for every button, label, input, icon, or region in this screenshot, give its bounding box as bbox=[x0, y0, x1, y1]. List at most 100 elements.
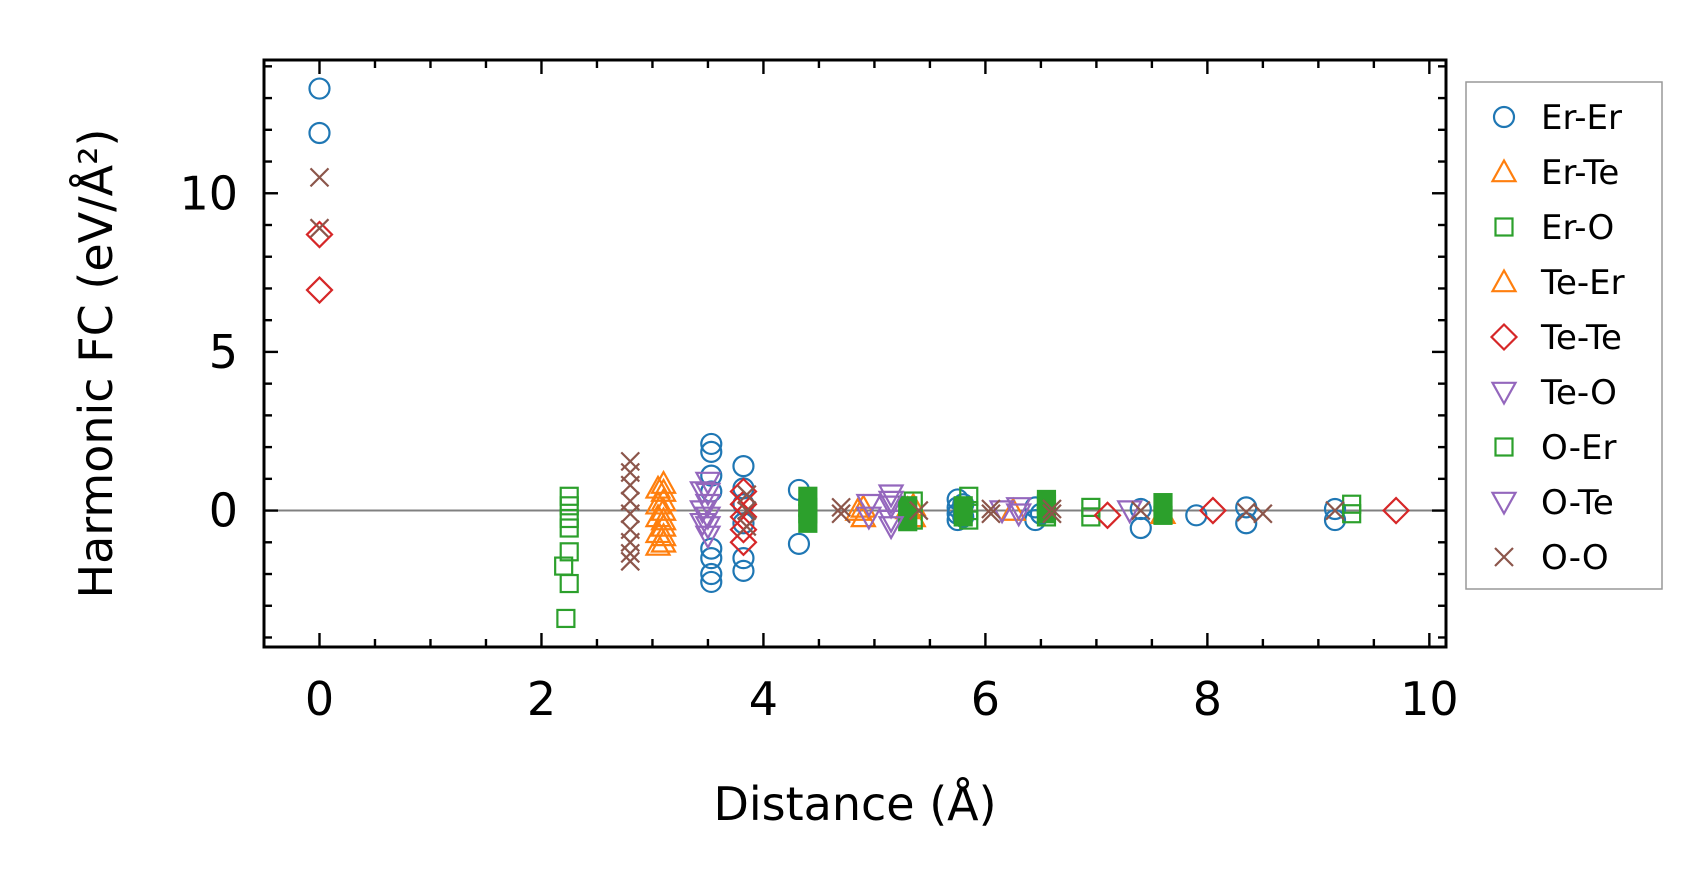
data-point bbox=[305, 275, 334, 305]
data-point bbox=[1116, 500, 1144, 525]
legend-entry: O-Te bbox=[1490, 483, 1614, 523]
data-point bbox=[559, 573, 579, 594]
legend-entry: O-O bbox=[1494, 538, 1609, 578]
data-point bbox=[309, 167, 330, 188]
data-point bbox=[732, 455, 755, 478]
data-marks bbox=[305, 77, 1411, 629]
x-tick-label: 2 bbox=[527, 672, 556, 726]
data-point bbox=[732, 477, 755, 500]
series-o-er bbox=[798, 486, 1173, 533]
data-point bbox=[650, 496, 677, 521]
data-point bbox=[737, 500, 757, 521]
data-point bbox=[729, 515, 758, 544]
legend-entry: Te-Er bbox=[1490, 263, 1625, 303]
data-point bbox=[308, 77, 331, 100]
data-point bbox=[700, 562, 723, 586]
data-point bbox=[844, 496, 872, 521]
series-o-te bbox=[689, 481, 1144, 541]
data-point bbox=[689, 481, 716, 506]
data-point bbox=[831, 497, 851, 518]
x-tick-label: 10 bbox=[1400, 672, 1459, 726]
data-point bbox=[1042, 499, 1062, 519]
data-point bbox=[1153, 505, 1173, 525]
data-point bbox=[689, 512, 716, 538]
data-point bbox=[988, 500, 1016, 525]
data-point bbox=[877, 516, 905, 541]
data-point bbox=[620, 543, 641, 564]
data-point bbox=[787, 532, 811, 555]
y-tick-label: 5 bbox=[209, 325, 238, 379]
legend-marker bbox=[1490, 268, 1518, 293]
y-tick-label: 0 bbox=[209, 484, 238, 538]
data-point bbox=[308, 121, 331, 145]
data-point bbox=[700, 570, 723, 594]
data-point bbox=[1325, 500, 1345, 521]
data-point bbox=[953, 507, 973, 527]
data-point bbox=[559, 542, 579, 562]
x-tick-label: 6 bbox=[971, 672, 1000, 726]
data-point bbox=[644, 519, 672, 544]
data-point bbox=[620, 503, 641, 524]
data-point bbox=[1342, 504, 1362, 524]
data-point bbox=[620, 551, 641, 572]
axes: 0 2 4 6 8 10 0 5 10 bbox=[179, 58, 1459, 726]
legend-marker bbox=[1490, 158, 1518, 183]
data-point bbox=[732, 559, 755, 582]
data-point bbox=[650, 469, 677, 494]
series-o-o bbox=[309, 167, 1345, 572]
data-point bbox=[855, 493, 883, 518]
data-point bbox=[700, 432, 723, 456]
data-point bbox=[1253, 503, 1273, 524]
legend-label: Te-Te bbox=[1540, 318, 1622, 358]
series-te-er bbox=[644, 474, 922, 556]
plot-frame bbox=[262, 58, 1448, 649]
data-point bbox=[689, 500, 716, 525]
data-point bbox=[644, 531, 672, 556]
data-point bbox=[1005, 497, 1033, 522]
legend-label: Te-O bbox=[1540, 373, 1617, 413]
legend-label: Er-O bbox=[1541, 208, 1614, 248]
data-point bbox=[1129, 516, 1152, 540]
data-point bbox=[1005, 503, 1033, 528]
data-point bbox=[1323, 508, 1347, 532]
data-point bbox=[729, 528, 758, 557]
data-point bbox=[1042, 503, 1062, 524]
legend-marker bbox=[1490, 491, 1518, 516]
data-point bbox=[981, 503, 1001, 524]
legend-label: Te-Er bbox=[1540, 263, 1625, 303]
legend-entry: Er-Er bbox=[1492, 98, 1622, 138]
data-point bbox=[999, 496, 1027, 521]
legend-marker bbox=[1490, 381, 1518, 406]
data-point bbox=[1198, 496, 1227, 525]
data-point bbox=[737, 516, 757, 537]
data-point bbox=[559, 496, 579, 516]
data-point bbox=[309, 218, 330, 238]
data-point bbox=[732, 547, 755, 570]
data-point bbox=[620, 475, 641, 495]
legend-label: Er-Er bbox=[1541, 98, 1622, 138]
data-point bbox=[559, 518, 579, 538]
legend-label: O-Er bbox=[1541, 428, 1616, 468]
legend-label: Er-Te bbox=[1541, 153, 1619, 193]
data-point bbox=[644, 490, 672, 515]
data-point bbox=[1236, 502, 1257, 522]
series-er-er bbox=[308, 77, 1347, 594]
x-tick-label: 0 bbox=[305, 672, 334, 726]
data-point bbox=[700, 537, 723, 560]
legend-entry: O-Er bbox=[1494, 428, 1616, 468]
data-point bbox=[877, 490, 905, 515]
data-point bbox=[1131, 500, 1151, 521]
legend-marker bbox=[1492, 105, 1516, 129]
data-point bbox=[737, 484, 757, 505]
legend-entry: Er-O bbox=[1494, 208, 1614, 248]
legend-entry: Te-Te bbox=[1489, 318, 1622, 358]
legend-entry: Te-O bbox=[1490, 373, 1617, 413]
data-point bbox=[1093, 501, 1122, 530]
data-point bbox=[305, 220, 334, 249]
legend-label: O-Te bbox=[1541, 483, 1614, 523]
data-point bbox=[700, 547, 723, 570]
y-tick-label: 10 bbox=[179, 166, 238, 220]
data-point bbox=[644, 474, 672, 499]
y-axis-label: Harmonic FC (eV/Å²) bbox=[69, 129, 123, 599]
